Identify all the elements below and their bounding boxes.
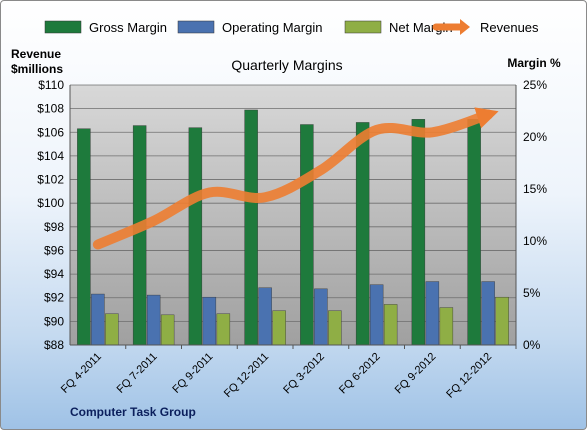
x-tick-label: FQ 3-2012 <box>281 351 327 397</box>
right-tick-label: 25% <box>523 78 547 92</box>
right-tick-label: 0% <box>523 338 541 352</box>
left-tick-label: $100 <box>37 196 64 210</box>
bar-gross-margin <box>132 125 147 346</box>
bar-net-margin <box>272 310 286 346</box>
bar-net-margin <box>216 313 231 346</box>
right-tick-label: 20% <box>523 130 547 144</box>
chart-title: Quarterly Margins <box>231 57 342 73</box>
bar-operating-margin <box>258 287 272 346</box>
left-tick-label: $108 <box>37 102 64 116</box>
bar-gross-margin <box>244 109 258 346</box>
legend-label: Revenues <box>480 20 539 35</box>
bar-gross-margin <box>300 124 314 346</box>
x-tick-label: FQ 12-2011 <box>222 351 271 400</box>
legend-label: Operating Margin <box>222 20 322 35</box>
left-tick-label: $96 <box>44 243 64 257</box>
left-axis-title: Revenue <box>11 47 61 61</box>
bar-gross-margin <box>77 128 91 346</box>
left-tick-label: $102 <box>37 173 64 187</box>
x-tick-label: FQ 9-2011 <box>170 351 215 396</box>
bar-net-margin <box>383 304 398 346</box>
bar-operating-margin <box>202 296 217 346</box>
right-tick-label: 10% <box>523 234 547 248</box>
left-tick-label: $104 <box>37 149 64 163</box>
bar-gross-margin <box>188 127 203 346</box>
bar-net-margin <box>328 310 342 346</box>
x-tick-label: FQ 6-2012 <box>337 351 383 397</box>
bar-operating-margin <box>91 293 105 346</box>
right-tick-label: 15% <box>523 182 547 196</box>
left-tick-label: $98 <box>44 220 64 234</box>
left-tick-label: $88 <box>44 338 64 352</box>
x-tick-label: FQ 7-2011 <box>115 351 160 396</box>
bar-operating-margin <box>369 284 384 346</box>
legend: Gross Margin Operating Margin Net Margin Re… <box>44 19 539 35</box>
bar-net-margin <box>160 314 175 346</box>
legend-swatch-net-margin <box>344 20 382 34</box>
right-tick-label: 5% <box>523 286 541 300</box>
bar-net-margin <box>439 307 454 346</box>
left-tick-label: $94 <box>44 267 64 281</box>
left-tick-label: $110 <box>38 78 64 92</box>
legend-label: Gross Margin <box>89 20 167 35</box>
left-tick-label: $90 <box>44 314 64 328</box>
left-tick-label: $106 <box>37 125 64 139</box>
x-tick-label: FQ 12-2012 <box>444 351 494 401</box>
x-tick-label: FQ 9-2012 <box>393 351 439 397</box>
bar-operating-margin <box>146 294 161 346</box>
bar-net-margin <box>105 313 119 346</box>
footer-label: Computer Task Group <box>70 405 196 419</box>
bar-gross-margin <box>411 119 426 346</box>
revenue-line <box>92 107 499 250</box>
legend-swatch-operating-margin <box>177 20 215 34</box>
x-tick-label: FQ 4-2011 <box>59 351 104 396</box>
right-axis-title: Margin % <box>507 56 561 70</box>
revenues-line <box>92 107 499 250</box>
bar-operating-margin <box>425 281 440 346</box>
bar-gross-margin <box>467 119 481 346</box>
left-tick-label: $92 <box>44 291 64 305</box>
bar-operating-margin <box>481 281 495 346</box>
bar-gross-margin <box>355 122 370 346</box>
legend-swatch-gross-margin <box>44 20 82 34</box>
legend-arrowhead <box>460 19 470 35</box>
left-axis-title-line2: $millions <box>11 62 63 76</box>
bar-operating-margin <box>314 288 328 346</box>
bar-net-margin <box>495 296 509 346</box>
